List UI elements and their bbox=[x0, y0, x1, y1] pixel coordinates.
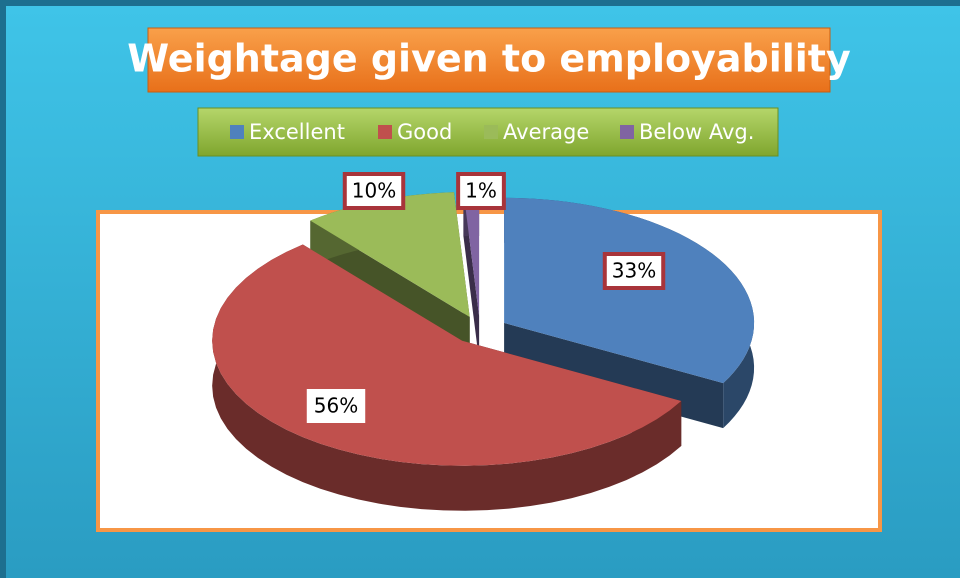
slice bbox=[463, 191, 480, 317]
legend-label: Excellent bbox=[249, 120, 345, 144]
data-label-box bbox=[306, 389, 366, 423]
data-label: 1% bbox=[465, 179, 497, 203]
legend-swatch bbox=[484, 125, 498, 139]
legend-swatch bbox=[620, 125, 634, 139]
data-label-box bbox=[342, 172, 406, 210]
data-labels: 33% 56% 10% 1% bbox=[306, 172, 666, 423]
data-label-box bbox=[602, 252, 666, 290]
legend-label: Below Avg. bbox=[639, 120, 754, 144]
title-box bbox=[147, 27, 831, 93]
data-label: 56% bbox=[314, 394, 358, 418]
legend-label: Good bbox=[397, 120, 452, 144]
legend-swatch bbox=[378, 125, 392, 139]
slice bbox=[310, 192, 470, 317]
data-label-box bbox=[456, 172, 506, 210]
data-label: 33% bbox=[612, 259, 656, 283]
data-label: 10% bbox=[352, 179, 396, 203]
legend-swatch bbox=[230, 125, 244, 139]
legend: Excellent Good Average Below Avg. bbox=[230, 120, 754, 144]
legend-label: Average bbox=[503, 120, 589, 144]
slice bbox=[504, 197, 755, 384]
chart-title: Weightage given to employability bbox=[127, 37, 851, 81]
